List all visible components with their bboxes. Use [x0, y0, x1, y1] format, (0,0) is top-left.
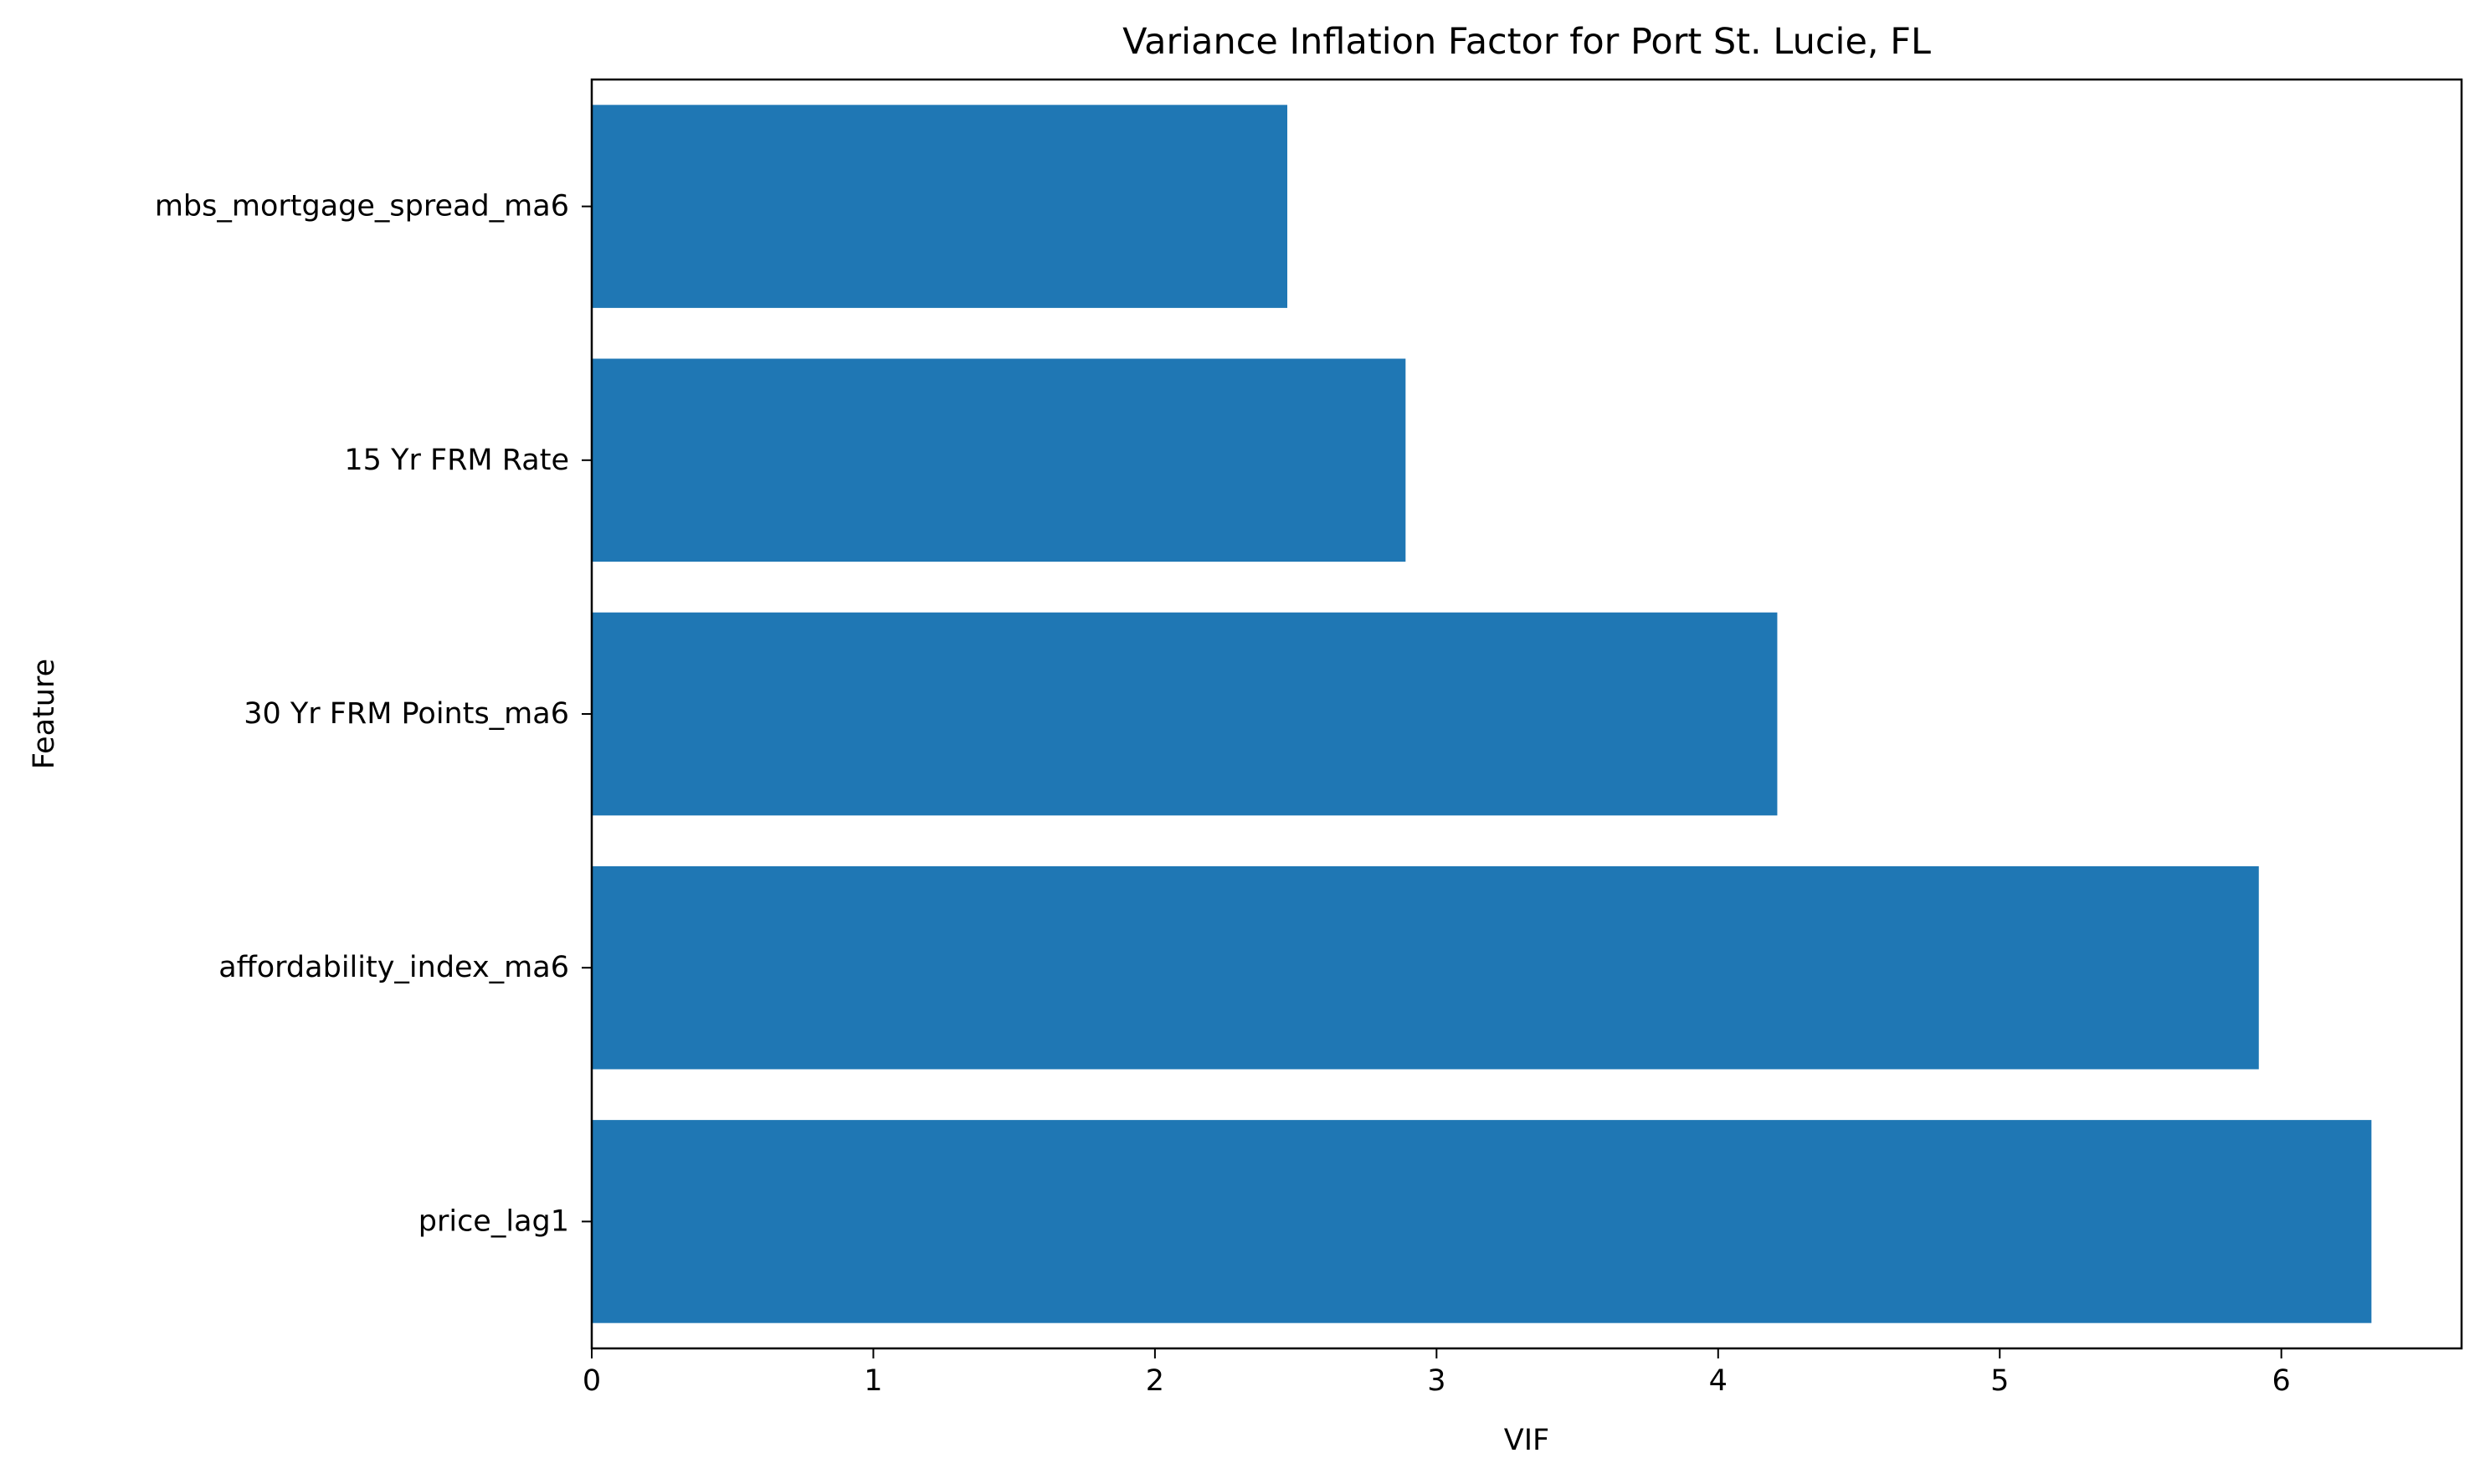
chart-title: Variance Inflation Factor for Port St. L… — [1122, 21, 1931, 63]
x-tick-label: 4 — [1709, 1364, 1728, 1398]
x-tick-label: 5 — [1990, 1364, 2009, 1398]
bar-mbs-mortgage-spread-ma6 — [592, 105, 1288, 308]
y-tick-label: affordability_index_ma6 — [218, 951, 569, 984]
y-tick-label: 30 Yr FRM Points_ma6 — [244, 697, 569, 731]
x-tick-label: 3 — [1427, 1364, 1445, 1398]
y-tick-label: price_lag1 — [418, 1204, 569, 1238]
bar-affordability-index-ma6 — [592, 865, 2259, 1070]
bar-30-yr-frm-points-ma6 — [592, 612, 1778, 816]
bar-15-yr-frm-rate — [592, 358, 1406, 562]
x-axis-label: VIF — [1504, 1424, 1549, 1457]
bars-layer — [592, 105, 2372, 1323]
x-tick-label: 6 — [2272, 1364, 2291, 1398]
y-tick-label: 15 Yr FRM Rate — [344, 444, 569, 477]
x-tick-label: 0 — [583, 1364, 601, 1398]
plot-frame — [590, 78, 2463, 1350]
x-tick-label: 1 — [864, 1364, 882, 1398]
y-axis-label: Feature — [28, 659, 61, 769]
y-tick-label: mbs_mortgage_spread_ma6 — [155, 190, 569, 223]
bar-price-lag1 — [592, 1120, 2372, 1323]
x-tick-label: 2 — [1146, 1364, 1164, 1398]
ticks-layer: mbs_mortgage_spread_ma6 15 Yr FRM Rate 30 … — [155, 190, 2291, 1398]
